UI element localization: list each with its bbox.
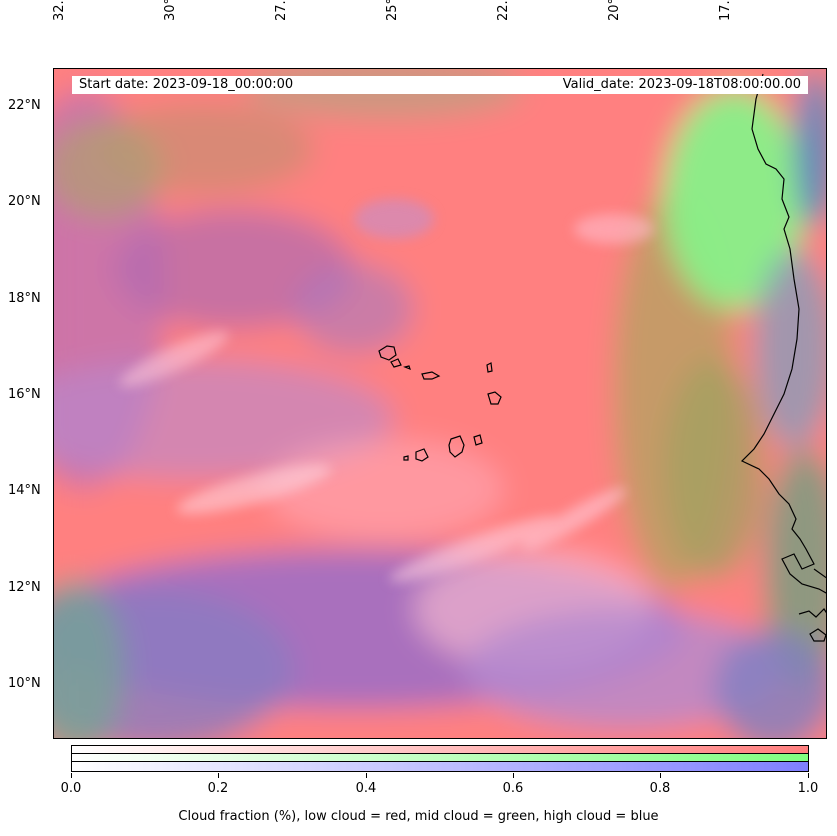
lon-label-27-5w: 27.5°W xyxy=(274,0,289,21)
lon-label-22-5w: 22.5°W xyxy=(496,0,511,21)
lat-label-14n: 14°N xyxy=(8,483,41,498)
valid-date-label: Valid_date: 2023-09-18T08:00:00.00 xyxy=(542,76,808,94)
colorbar-tick xyxy=(71,773,72,778)
cape-verde-islands xyxy=(378,345,502,462)
colorbar-tick-label: 0.4 xyxy=(355,781,377,796)
lon-label-17-5w: 17.5°W xyxy=(718,0,733,21)
lat-label-22n: 22°N xyxy=(8,98,41,113)
lat-label-18n: 18°N xyxy=(8,291,41,306)
colorbar-high-cloud xyxy=(72,762,808,771)
lon-label-25w: 25°W xyxy=(385,0,400,21)
colorbar-tick xyxy=(808,773,809,778)
colorbar-tick xyxy=(660,773,661,778)
colorbar-mid-cloud xyxy=(72,754,808,762)
lat-label-12n: 12°N xyxy=(8,580,41,595)
colorbar-low-cloud xyxy=(72,746,808,754)
colorbar-tick-label: 0.8 xyxy=(649,781,671,796)
colorbar xyxy=(71,745,809,772)
colorbar-tick xyxy=(513,773,514,778)
lat-label-10n: 10°N xyxy=(8,676,41,691)
map-canvas xyxy=(54,69,826,738)
lon-label-30w: 30°W xyxy=(163,0,178,21)
colorbar-tick-label: 0.0 xyxy=(60,781,82,796)
lon-label-32-5w: 32.5°W xyxy=(52,0,67,21)
cloud-fraction-map[interactable] xyxy=(53,68,827,739)
cloud-field xyxy=(54,69,826,738)
lat-label-20n: 20°N xyxy=(8,194,41,209)
lon-label-20w: 20°W xyxy=(607,0,622,21)
colorbar-title: Cloud fraction (%), low cloud = red, mid… xyxy=(178,809,659,824)
colorbar-tick xyxy=(218,773,219,778)
start-date-label: Start date: 2023-09-18_00:00:00 xyxy=(72,76,542,94)
colorbar-tick xyxy=(366,773,367,778)
colorbar-tick-label: 0.2 xyxy=(207,781,229,796)
lat-label-16n: 16°N xyxy=(8,387,41,402)
coastline xyxy=(740,73,826,642)
colorbar-tick-label: 0.6 xyxy=(502,781,524,796)
cloud-streaks xyxy=(119,199,654,582)
colorbar-tick-label: 1.0 xyxy=(797,781,819,796)
